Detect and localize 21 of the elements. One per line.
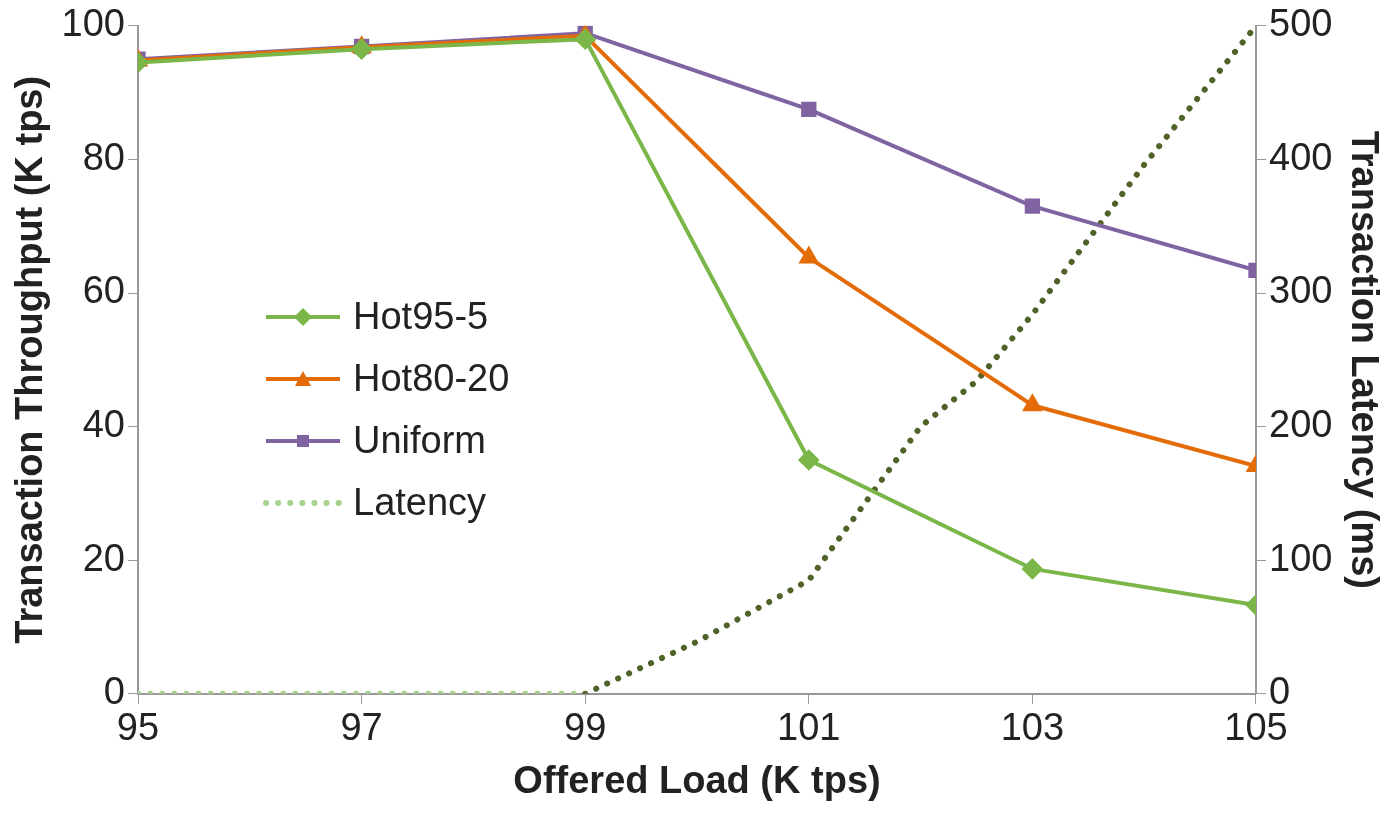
y-tick-label: 40 (82, 403, 125, 446)
y2-tick-label: 400 (1269, 135, 1333, 178)
y2-tick-label: 300 (1269, 269, 1333, 312)
legend-label: Latency (353, 481, 487, 525)
x-axis-title: Offered Load (K tps) (513, 758, 881, 801)
legend-label: Uniform (353, 419, 487, 463)
x-tick-label: 99 (564, 706, 607, 749)
y-axis-title: Transaction Throughput (K tps) (8, 75, 51, 644)
legend-label: Hot95-5 (353, 295, 489, 339)
y-tick-label: 80 (82, 135, 125, 178)
y2-tick-label: 200 (1269, 403, 1333, 446)
y2-axis-title: Transaction Latency (ms) (1343, 130, 1386, 589)
y-tick-label: 100 (61, 2, 125, 45)
y-tick-label: 20 (82, 536, 125, 579)
y-tick-label: 60 (82, 269, 125, 312)
legend-label: Hot80-20 (353, 357, 510, 401)
x-tick-label: 97 (340, 706, 383, 749)
x-tick-label: 103 (1000, 706, 1065, 749)
y2-tick-label: 500 (1269, 2, 1333, 45)
y2-tick-label: 100 (1269, 536, 1333, 579)
x-tick-label: 101 (777, 706, 841, 749)
